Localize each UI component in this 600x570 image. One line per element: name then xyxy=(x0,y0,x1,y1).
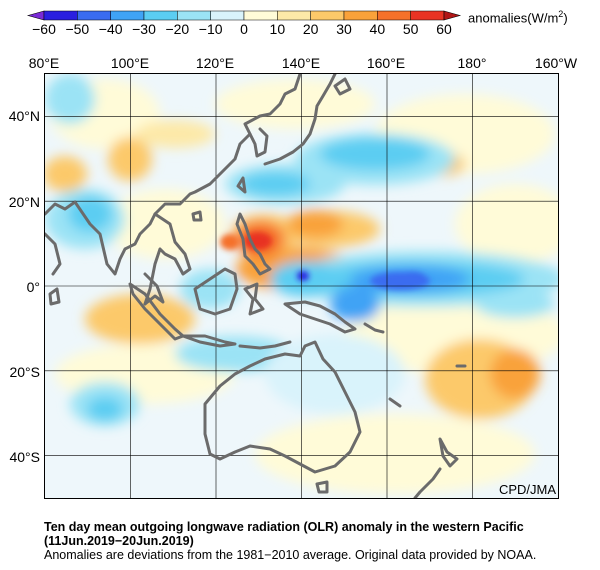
colorbar-cell xyxy=(177,10,211,21)
coastline-australia xyxy=(203,340,362,474)
lat-label-0: 0° xyxy=(26,279,40,295)
colorbar-cell xyxy=(343,10,378,21)
colorbar-tick-label: −30 xyxy=(132,21,156,37)
units-text: anomalies(W/m xyxy=(468,10,559,26)
coastline-newguinea xyxy=(283,300,357,334)
colorbar-tick-label: −10 xyxy=(199,21,223,37)
coastline-korea xyxy=(248,127,269,158)
caption-period: (11Jun.2019−20Jun.2019) xyxy=(44,534,194,548)
coastline-newzealand-north xyxy=(438,437,459,468)
colorbar-cell xyxy=(143,10,178,21)
coastline-nusa xyxy=(238,340,292,350)
anomaly-blob xyxy=(180,269,240,309)
colorbar-cell xyxy=(377,10,411,21)
coastline-asia xyxy=(45,74,302,276)
colorbar-cells xyxy=(26,10,462,21)
caption-note: Anomalies are deviations from the 1981−2… xyxy=(44,548,537,562)
colorbar-tick-label: 10 xyxy=(270,21,286,37)
anomaly-blob xyxy=(68,196,112,232)
coastline-tasmania xyxy=(315,480,329,494)
coastline-hokkaido xyxy=(333,77,352,96)
colorbar-tick-label: −40 xyxy=(99,21,123,37)
colorbar: −60 −50 −40 −30 −20 −10 0 10 20 30 40 50 60 xyxy=(26,10,462,37)
lat-label-20n: 20°N xyxy=(8,194,40,210)
colorbar-tick-labels: −60 −50 −40 −30 −20 −10 0 10 20 30 40 50 60 xyxy=(32,21,452,37)
colorbar-cell xyxy=(43,10,78,21)
caption: Ten day mean outgoing longwave radiation… xyxy=(44,520,584,562)
coastline-sulawesi xyxy=(243,282,265,316)
lat-label-20s: 20°S xyxy=(9,364,40,380)
coastline-malaya xyxy=(143,272,165,306)
anomaly-blob xyxy=(455,184,558,264)
coastline-indochina xyxy=(143,212,192,306)
anomaly-blob xyxy=(320,138,430,170)
anomaly-blob xyxy=(330,286,380,322)
colorbar-cell xyxy=(210,10,245,21)
coastline-newcaledonia xyxy=(388,397,402,408)
colorbar-cell xyxy=(410,10,445,21)
anomaly-core-layer xyxy=(220,232,430,290)
anomaly-blob xyxy=(108,137,152,181)
anomaly-blob xyxy=(135,120,215,148)
olr-anomaly-map xyxy=(45,74,558,498)
colorbar-tick-label: 0 xyxy=(240,21,248,37)
colorbar-arrow-low xyxy=(26,10,45,21)
colorbar-cell xyxy=(277,10,311,21)
anomaly-blob xyxy=(475,290,555,318)
colorbar-cell xyxy=(310,10,345,21)
colorbar-tick-label: −20 xyxy=(165,21,189,37)
gridlines xyxy=(45,74,558,498)
lon-label-180: 180° xyxy=(457,55,487,71)
anomaly-blob xyxy=(255,414,535,494)
coastline-taiwan xyxy=(236,176,247,194)
colorbar-tick-label: 40 xyxy=(370,21,386,37)
coastline-japan xyxy=(263,74,337,166)
coastline-hainan xyxy=(191,210,203,222)
units-superscript: 2 xyxy=(558,9,564,19)
coastline-india xyxy=(45,232,62,276)
coastlines xyxy=(45,74,467,498)
lon-label-100e: 100°E xyxy=(110,55,150,71)
anomaly-core-negative xyxy=(297,271,309,281)
colorbar-cell xyxy=(77,10,111,21)
anomaly-blob xyxy=(45,156,87,192)
coastline-solomons xyxy=(363,322,385,334)
coastline-newzealand-south xyxy=(413,467,442,498)
anomaly-blob xyxy=(490,349,540,399)
caption-title: Ten day mean outgoing longwave radiation… xyxy=(44,520,524,534)
coastline-java xyxy=(181,334,237,348)
lat-label-40s: 40°S xyxy=(9,449,40,465)
anomaly-blob xyxy=(175,336,295,372)
coastline-borneo xyxy=(193,267,239,316)
lon-label-80e: 80°E xyxy=(28,55,60,71)
colorbar-tick-label: −50 xyxy=(65,21,89,37)
colorbar-tick-label: 60 xyxy=(436,21,452,37)
colorbar-tick-label: −60 xyxy=(32,21,56,37)
lon-label-160w: 160°W xyxy=(534,55,578,71)
colorbar-units-label: anomalies(W/m2) xyxy=(468,9,568,25)
lat-label-40n: 40°N xyxy=(8,108,40,124)
colorbar-tick-label: 30 xyxy=(336,21,352,37)
anomaly-blob xyxy=(87,397,123,421)
colorbar-cell xyxy=(110,10,145,21)
anomaly-blob xyxy=(287,210,343,238)
lon-label-120e: 120°E xyxy=(195,55,235,71)
map-frame xyxy=(44,73,559,499)
anomaly-core-positive xyxy=(244,232,272,250)
anomaly-blob xyxy=(240,172,310,196)
colorbar-tick-label: 20 xyxy=(303,21,319,37)
lon-label-160e: 160°E xyxy=(366,55,406,71)
anomaly-blob xyxy=(45,74,95,124)
credit-label: CPD/JMA xyxy=(498,482,556,497)
coastline-sumatra xyxy=(128,282,185,341)
colorbar-arrow-high xyxy=(443,10,462,21)
coastline-philippines xyxy=(235,212,272,276)
colorbar-cell xyxy=(243,10,278,21)
anomaly-core-negative xyxy=(370,272,430,290)
coastline-srilanka xyxy=(48,287,61,306)
units-close: ) xyxy=(563,10,568,26)
lon-label-140e: 140°E xyxy=(281,55,321,71)
colorbar-tick-label: 50 xyxy=(403,21,419,37)
anomaly-core-positive xyxy=(220,234,240,250)
